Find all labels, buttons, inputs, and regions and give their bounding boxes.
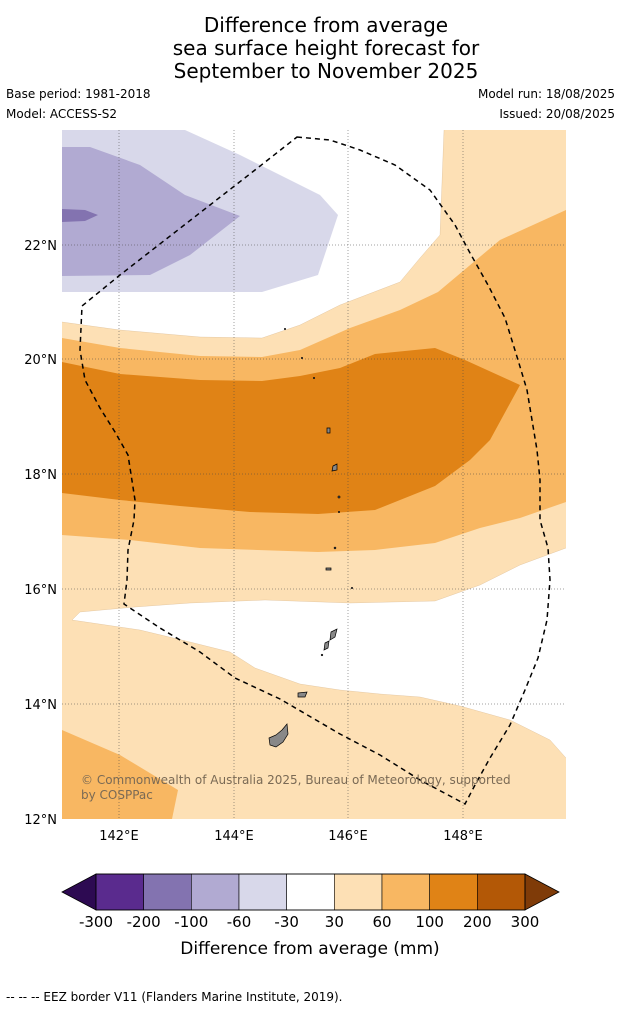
- colorbar-extend-max: [524, 873, 560, 911]
- model-label: Model: ACCESS-S2: [6, 107, 118, 121]
- colorbar-cell: [381, 873, 430, 911]
- colorbar-tick-label: -60: [227, 913, 252, 931]
- colorbar-cell: [477, 873, 526, 911]
- copyright-line-1: © Commonwealth of Australia 2025, Bureau…: [81, 773, 511, 787]
- title-line-1: Difference from average: [203, 13, 449, 37]
- lon-label: 144°E: [214, 829, 254, 840]
- colorbar-tick-label: 200: [463, 913, 492, 931]
- colorbar-tick-label: -200: [127, 913, 161, 931]
- colorbar-cell: [429, 873, 478, 911]
- map-svg: © Commonwealth of Australia 2025, Bureau…: [24, 130, 566, 844]
- colorbar-svg: -300 -200 -100 -60 -30 30 60 100 200 300 Differen…: [61, 873, 560, 959]
- colorbar-extend-min: [61, 873, 97, 911]
- colorbar-tick-label: -100: [174, 913, 208, 931]
- contour-neg200-neg100: [62, 209, 98, 222]
- colorbar-tick-label: 30: [325, 913, 344, 931]
- lon-label: 148°E: [443, 829, 483, 840]
- lat-label: 16°N: [24, 583, 57, 598]
- lat-label: 22°N: [24, 239, 57, 254]
- colorbar-cell: [95, 873, 144, 911]
- copyright-line-2: by COSPPac: [81, 788, 153, 802]
- eez-border: [79, 136, 551, 806]
- colorbar-cell: [334, 873, 383, 911]
- colorbar-label: Difference from average (mm): [180, 939, 439, 959]
- colorbar-cell: [191, 873, 240, 911]
- colorbar-tick-label: -30: [274, 913, 299, 931]
- lat-label: 14°N: [24, 698, 57, 713]
- colorbar-tick-label: 60: [372, 913, 391, 931]
- colorbar-cell: [238, 873, 287, 911]
- colorbar-tick-label: -300: [79, 913, 113, 931]
- lat-label: 12°N: [24, 813, 57, 828]
- eez-footnote: -- -- -- EEZ border V11 (Flanders Marine…: [6, 990, 343, 1004]
- model-run-label: Model run: 18/08/2025: [477, 87, 615, 101]
- title-line-3: September to November 2025: [173, 59, 479, 83]
- islands: [268, 327, 354, 748]
- contour-neg100-neg60: [62, 147, 240, 276]
- map-title: Difference from average sea surface heig…: [0, 14, 621, 83]
- colorbar-tick-label: 300: [511, 913, 540, 931]
- colorbar: -300 -200 -100 -60 -30 30 60 100 200 300 Differen…: [0, 860, 621, 970]
- map-panel: © Commonwealth of Australia 2025, Bureau…: [0, 120, 621, 844]
- contour-100-200: [62, 348, 520, 514]
- map-contours: © Commonwealth of Australia 2025, Bureau…: [62, 130, 566, 819]
- contour-60-100-sw: [62, 730, 178, 819]
- graticule: [62, 130, 566, 819]
- colorbar-cell: [286, 873, 335, 911]
- colorbar-cell: [143, 873, 192, 911]
- colorbar-tick-label: 100: [415, 913, 444, 931]
- lat-label: 18°N: [24, 468, 57, 483]
- base-period-label: Base period: 1981-2018: [6, 87, 151, 101]
- title-line-2: sea surface height forecast for: [172, 36, 480, 60]
- lat-label: 20°N: [24, 353, 57, 368]
- lon-label: 146°E: [328, 829, 368, 840]
- lon-label: 142°E: [99, 829, 139, 840]
- issued-label: Issued: 20/08/2025: [499, 107, 615, 121]
